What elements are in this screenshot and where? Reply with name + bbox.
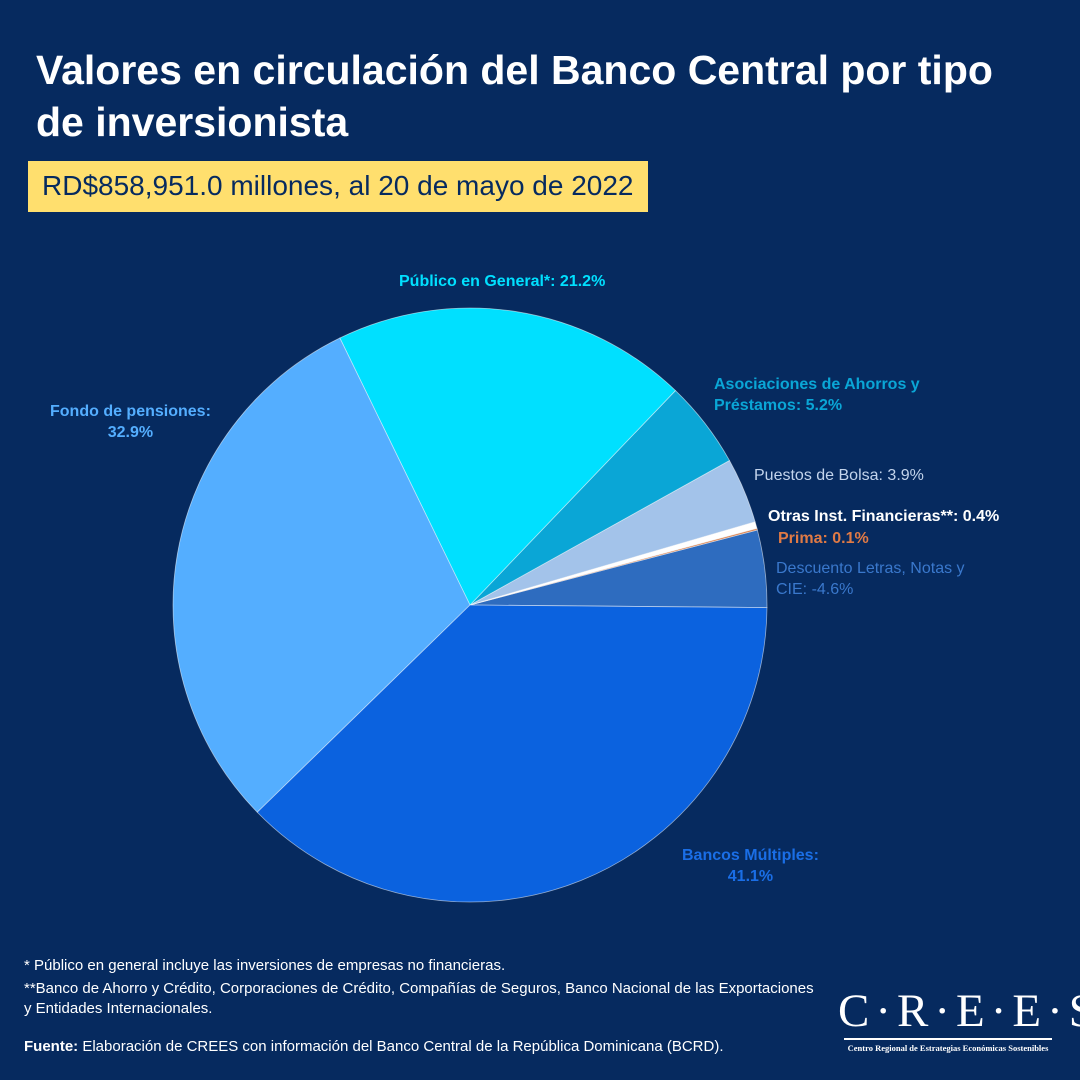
pie-slice-bancos-multiples [256,604,768,903]
label-bancos-multiples-name: Bancos Múltiples: [682,847,819,864]
label-puestos-bolsa-text: Puestos de Bolsa: 3.9% [754,467,924,484]
pie-slice-publico-en-general [339,307,677,606]
footnote-1: * Público en general incluye las inversi… [24,957,506,974]
total-amount-badge: RD$858,951.0 millones, al 20 de mayo de … [28,161,648,212]
label-descuento: Descuento Letras, Notas y CIE: -4.6% [776,558,965,600]
label-otras-inst-text: Otras Inst. Financieras**: 0.4% [768,508,1000,525]
logo-tagline: Centro Regional de Estrategias Económica… [847,1043,1049,1053]
logo-rule [844,1038,1052,1040]
pie-slice-fondo-de-pensiones [172,337,471,813]
label-fondo-pensiones-value: 32.9% [107,424,154,441]
source-line: Fuente: Elaboración de CREES con informa… [24,1037,724,1057]
logo-wordmark: C·R·E·E·S [838,985,1080,1037]
label-asociaciones-name: Asociaciones de Ahorros y [714,376,920,393]
label-asociaciones: Asociaciones de Ahorros y Préstamos: 5.2… [714,374,920,416]
source-text: Elaboración de CREES con información del… [78,1038,724,1055]
source-label: Fuente: [24,1038,79,1055]
chart-title: Valores en circulación del Banco Central… [36,47,993,145]
as-of-date: , al 20 de mayo de 2022 [333,170,634,201]
label-asociaciones-value: Préstamos: 5.2% [714,397,843,414]
label-publico-general-text: Público en General*: 21.2% [399,273,606,290]
label-bancos-multiples-value: 41.1% [727,868,774,885]
label-fondo-pensiones: Fondo de pensiones: 32.9% [50,401,211,443]
label-bancos-multiples: Bancos Múltiples: 41.1% [682,845,819,887]
label-prima: Prima: 0.1% [778,528,869,549]
label-publico-general: Público en General*: 21.2% [399,271,605,292]
label-descuento-name: Descuento Letras, Notas y [776,560,965,577]
total-amount: RD$858,951.0 millones [42,170,334,201]
label-descuento-value: CIE: -4.6% [776,581,854,598]
label-puestos-bolsa: Puestos de Bolsa: 3.9% [754,465,924,486]
label-fondo-pensiones-name: Fondo de pensiones: [50,403,211,420]
crees-logo: C·R·E·E·S Centro Regional de Estrategias… [838,985,1080,1053]
footnote-2: **Banco de Ahorro y Crédito, Corporacion… [24,980,814,1017]
label-prima-text: Prima: 0.1% [778,530,869,547]
label-otras-inst: Otras Inst. Financieras**: 0.4% [768,506,999,527]
